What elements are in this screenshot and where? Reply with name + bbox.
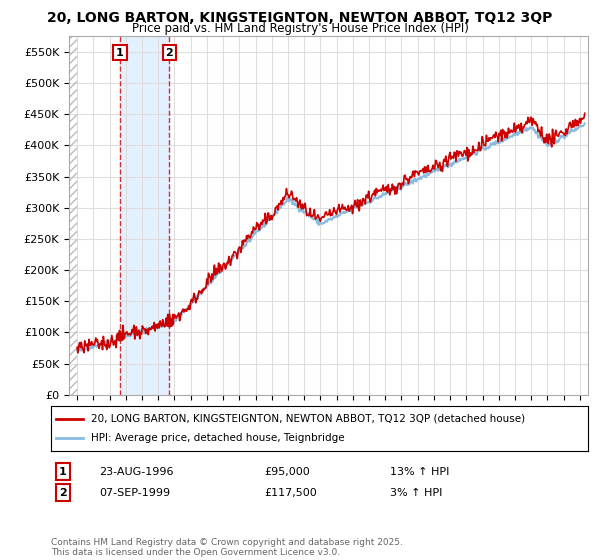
Text: 2: 2: [59, 488, 67, 498]
Text: 20, LONG BARTON, KINGSTEIGNTON, NEWTON ABBOT, TQ12 3QP (detached house): 20, LONG BARTON, KINGSTEIGNTON, NEWTON A…: [91, 413, 526, 423]
Bar: [69, 36, 77, 395]
Text: Contains HM Land Registry data © Crown copyright and database right 2025.
This d: Contains HM Land Registry data © Crown c…: [51, 538, 403, 557]
Text: 2: 2: [166, 48, 173, 58]
Text: 1: 1: [59, 466, 67, 477]
Text: HPI: Average price, detached house, Teignbridge: HPI: Average price, detached house, Teig…: [91, 433, 345, 444]
Text: 3% ↑ HPI: 3% ↑ HPI: [390, 488, 442, 498]
Text: Price paid vs. HM Land Registry's House Price Index (HPI): Price paid vs. HM Land Registry's House …: [131, 22, 469, 35]
Text: £95,000: £95,000: [264, 466, 310, 477]
Text: 07-SEP-1999: 07-SEP-1999: [99, 488, 170, 498]
Text: 23-AUG-1996: 23-AUG-1996: [99, 466, 173, 477]
Bar: [120, 36, 169, 395]
Text: 13% ↑ HPI: 13% ↑ HPI: [390, 466, 449, 477]
Text: 20, LONG BARTON, KINGSTEIGNTON, NEWTON ABBOT, TQ12 3QP: 20, LONG BARTON, KINGSTEIGNTON, NEWTON A…: [47, 11, 553, 25]
Text: 1: 1: [116, 48, 124, 58]
Bar: [69, 36, 77, 395]
Text: £117,500: £117,500: [264, 488, 317, 498]
